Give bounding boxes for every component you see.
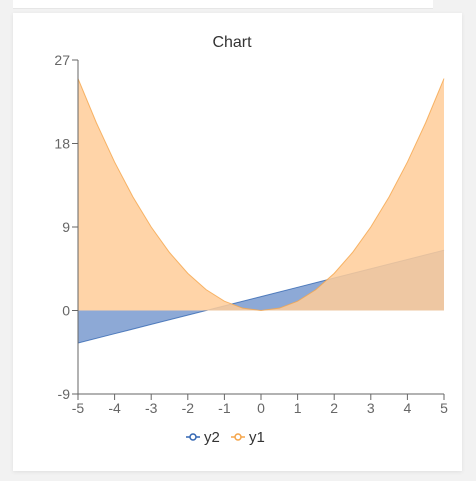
y-tick-label: 0: [62, 303, 70, 319]
x-tick-label: 1: [294, 400, 302, 416]
x-tick-label: 3: [367, 400, 375, 416]
legend-label: y2: [204, 429, 220, 446]
chart-axes: -9 0 9 18 27 -5 -4 -3 -2 -1 0 1 2 3 4 5: [54, 52, 448, 416]
x-tick-label: 2: [330, 400, 338, 416]
x-tick-label: 5: [440, 400, 448, 416]
area-y1: [78, 78, 444, 311]
legend-item-y1[interactable]: y1: [231, 429, 265, 446]
legend-swatch-marker: [189, 433, 197, 441]
y-tick-label: 27: [54, 52, 70, 68]
line-y1: [77, 78, 445, 312]
x-tick-label: 4: [404, 400, 412, 416]
top-panel-strip: [13, 0, 433, 9]
legend-swatch-marker: [234, 433, 242, 441]
y-tick-label: 18: [54, 136, 70, 152]
x-tick-label: -2: [182, 400, 195, 416]
x-tick-label: -5: [72, 400, 85, 416]
x-tick-label: -3: [145, 400, 158, 416]
series-areas: [77, 78, 445, 344]
x-tick-label: 0: [257, 400, 265, 416]
x-tick-label: -1: [218, 400, 231, 416]
y-tick-label: 9: [62, 219, 70, 235]
legend-label: y1: [249, 429, 265, 446]
y-tick-label: -9: [58, 386, 71, 402]
legend-item-y2[interactable]: y2: [186, 429, 220, 446]
x-tick-label: -4: [108, 400, 121, 416]
chart-title: Chart: [212, 34, 252, 51]
chart-legend: y2 y1: [186, 429, 265, 446]
